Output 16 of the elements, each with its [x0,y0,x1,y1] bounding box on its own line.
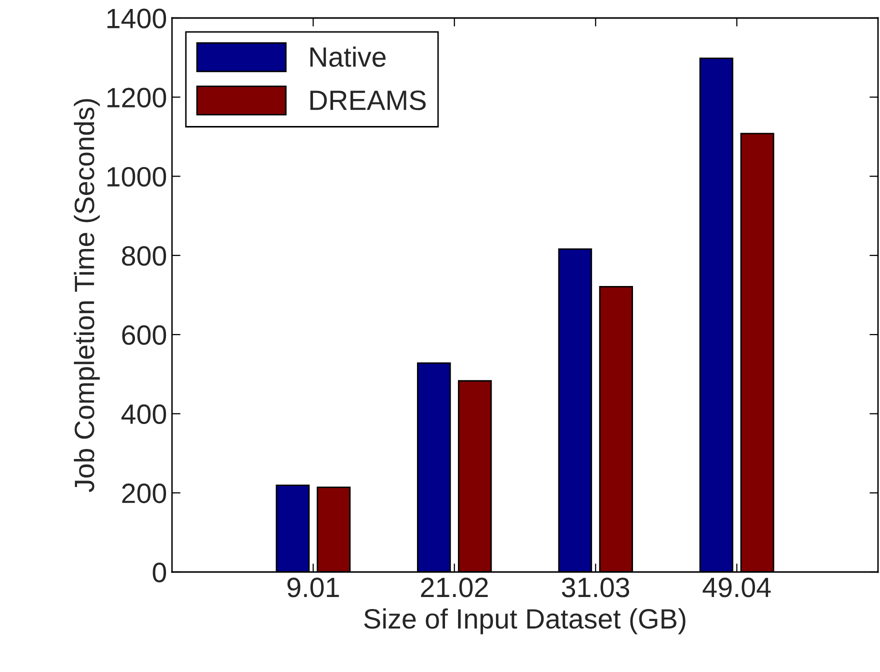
y-axis-title: Job Completion Time (Seconds) [74,99,100,492]
x-axis-title: Size of Input Dataset (GB) [364,608,686,634]
x-tick-label: 9.01 [287,578,339,598]
x-tick-label: 21.02 [421,578,488,598]
y-tick-label: 400 [121,404,166,424]
x-tick-label: 31.03 [562,578,630,598]
y-tick-label: 0 [152,562,166,582]
y-tick-label: 800 [122,246,166,266]
x-tick-label: 49.04 [702,578,771,598]
legend-label: DREAMS [310,90,426,110]
y-tick-label: 1400 [107,8,166,28]
legend-label: Native [310,46,386,67]
y-tick-label: 200 [122,484,166,504]
y-tick-label: 1000 [107,166,166,187]
y-tick-label: 600 [122,325,166,345]
y-tick-label: 1200 [107,88,166,108]
